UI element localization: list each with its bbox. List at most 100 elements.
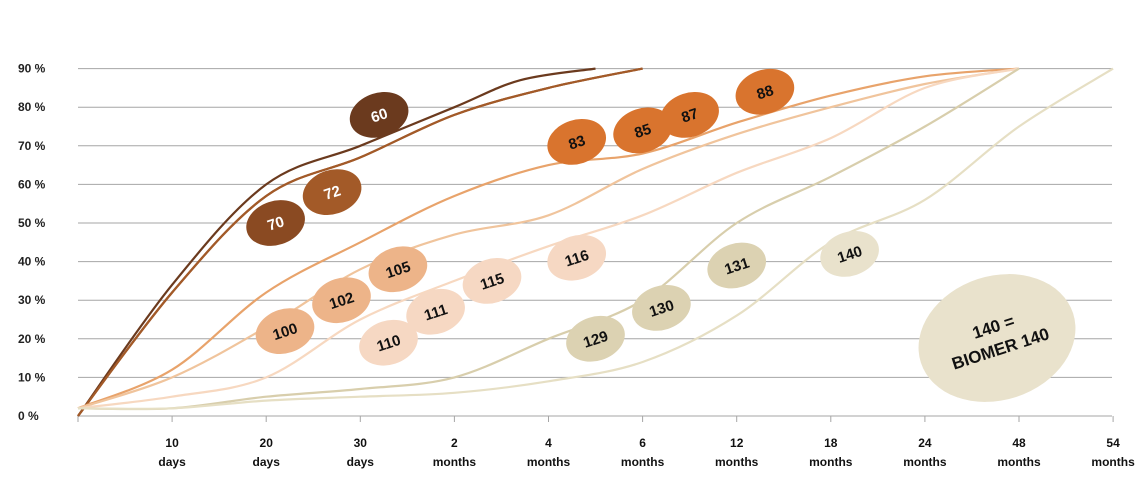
x-tick-label: 12 — [730, 436, 744, 450]
x-tick-label-unit: days — [253, 455, 281, 469]
bubble-85: 85 — [613, 107, 672, 154]
y-tick-label: 10 % — [18, 370, 46, 384]
bubble-shape — [632, 285, 691, 331]
bubble-shape — [613, 107, 672, 154]
series-line-83 — [77, 67, 1020, 410]
x-tick-label: 48 — [1012, 436, 1026, 450]
bubble-shape — [820, 231, 879, 277]
bubble-label: 85 — [632, 121, 653, 142]
bubble-shape — [566, 315, 625, 362]
bubble-129: 129 — [566, 315, 625, 362]
y-tick-label: 20 % — [18, 332, 46, 346]
y-tick-label: 60 % — [18, 177, 46, 191]
series-line-100 — [77, 67, 1020, 410]
x-tick-label-unit: months — [433, 455, 477, 469]
x-tick-label: 20 — [260, 436, 274, 450]
series-lines — [77, 67, 1114, 417]
series-line-110 — [77, 67, 1020, 410]
y-tick-label: 90 % — [18, 62, 46, 76]
note-shape — [918, 274, 1076, 402]
bubble-shape — [735, 68, 795, 115]
bubble-labels: 60 70 72 83 85 87 88 100 102 105 110 111 115 116 129 13… — [246, 68, 879, 366]
x-tick-label-unit: months — [527, 455, 571, 469]
y-tick-label: 30 % — [18, 293, 46, 307]
y-axis-ticks: 0 % 10 % 20 % 30 % 40 % 50 % 60 % 70 % 80 % 90 % — [18, 62, 46, 423]
bubble-label: 115 — [478, 270, 506, 294]
y-tick-label: 50 % — [18, 216, 46, 230]
bubble-shape — [302, 169, 362, 215]
bubble-88: 88 — [735, 68, 795, 115]
bubble-label: 87 — [679, 105, 700, 126]
bubble-72: 72 — [302, 169, 362, 215]
bubble-shape — [255, 308, 315, 354]
bubble-label: 140 — [835, 243, 864, 267]
bubble-110: 110 — [359, 319, 418, 366]
y-tick-label: 80 % — [18, 100, 46, 114]
x-tick-label-unit: months — [997, 455, 1041, 469]
bubble-label: 70 — [265, 213, 286, 234]
bubble-140: 140 — [820, 231, 879, 277]
bubble-shape — [707, 242, 767, 289]
bubble-label: 72 — [322, 182, 343, 203]
bubble-131: 131 — [707, 242, 767, 289]
series-line-60 — [77, 67, 596, 417]
bubble-label: 83 — [566, 132, 587, 153]
x-tick-label-unit: months — [1091, 455, 1135, 469]
x-tick-label-unit: days — [158, 455, 186, 469]
x-tick-label: 6 — [639, 436, 646, 450]
x-tick-label: 4 — [545, 436, 552, 450]
legend-note: 140 =BIOMER 140 — [918, 274, 1076, 402]
bubble-87: 87 — [660, 92, 719, 138]
series-line-72 — [77, 67, 643, 417]
y-tick-label: 0 % — [18, 409, 39, 423]
bubble-shape — [547, 234, 607, 281]
bubble-label: 105 — [384, 258, 413, 282]
bubble-shape — [312, 277, 371, 324]
x-tick-label-unit: months — [715, 455, 759, 469]
bubble-shape — [547, 119, 607, 165]
bubble-shape — [368, 246, 428, 293]
x-tick-label-unit: days — [347, 455, 375, 469]
series-line-129 — [77, 67, 1020, 411]
x-axis: 10 days 20 days 30 days 2 months 4 months 6 months 1… — [77, 415, 1135, 469]
bubble-label: 110 — [375, 332, 403, 356]
bubble-label: 129 — [581, 328, 610, 352]
bubble-60: 60 — [349, 92, 409, 138]
bubble-label: 130 — [647, 297, 676, 321]
bubble-label: 102 — [327, 289, 356, 313]
bubble-105: 105 — [368, 246, 428, 293]
bubble-83: 83 — [547, 119, 607, 165]
x-tick-label: 30 — [354, 436, 368, 450]
x-tick-label-unit: months — [809, 455, 853, 469]
x-tick-label: 18 — [824, 436, 838, 450]
bubble-shape — [406, 288, 465, 335]
x-tick-label: 2 — [451, 436, 458, 450]
bubble-130: 130 — [632, 285, 691, 331]
bubble-100: 100 — [255, 308, 315, 354]
note-bubble: 140 =BIOMER 140 — [918, 274, 1076, 402]
bubble-shape — [660, 92, 719, 138]
bubble-label: 60 — [369, 105, 390, 126]
bubble-label: 88 — [755, 82, 776, 103]
x-tick-label-unit: months — [903, 455, 947, 469]
bubble-116: 116 — [547, 234, 607, 281]
bubble-shape — [462, 258, 522, 304]
bubble-115: 115 — [462, 258, 522, 304]
bubble-102: 102 — [312, 277, 371, 324]
bubble-label: 100 — [271, 320, 300, 344]
x-tick-label: 24 — [918, 436, 932, 450]
bubble-label: 131 — [722, 254, 751, 278]
bubble-shape — [246, 200, 305, 246]
bubble-label: 116 — [563, 247, 591, 271]
bubble-shape — [349, 92, 409, 138]
y-tick-label: 40 % — [18, 255, 46, 269]
x-tick-label-unit: months — [621, 455, 665, 469]
x-tick-label: 10 — [165, 436, 179, 450]
series-line-140 — [77, 67, 1114, 410]
x-tick-label: 54 — [1106, 436, 1120, 450]
y-tick-label: 70 % — [18, 139, 46, 153]
bubble-label: 111 — [422, 301, 449, 324]
bubble-111: 111 — [406, 288, 465, 335]
bubble-70: 70 — [246, 200, 305, 246]
